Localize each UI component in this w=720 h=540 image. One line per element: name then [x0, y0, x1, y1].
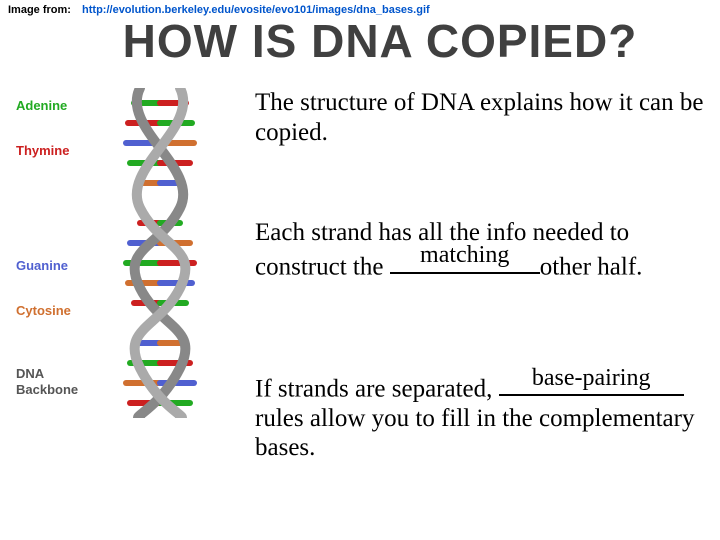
base-label-guanine: Guanine: [16, 258, 68, 273]
blank-2: base-pairing: [499, 370, 684, 396]
base-label-adenine: Adenine: [16, 98, 67, 113]
dna-diagram: Adenine Thymine Guanine Cytosine DNABackbone: [10, 88, 240, 418]
paragraph-2: Each strand has all the info needed to c…: [255, 218, 704, 281]
blank-1-fill: matching: [390, 241, 540, 269]
base-label-cytosine: Cytosine: [16, 303, 71, 318]
paragraph-1: The structure of DNA explains how it can…: [255, 88, 704, 147]
dna-helix-svg: [110, 88, 210, 418]
base-label-backbone: Backbone: [16, 382, 78, 397]
blank-1: matching: [390, 248, 540, 274]
base-label-thymine: Thymine: [16, 143, 69, 158]
page-title: HOW IS DNA COPIED?: [60, 14, 700, 68]
p3-part-a: If strands are separated,: [255, 375, 499, 402]
paragraph-3: If strands are separated, base-pairing r…: [255, 370, 704, 463]
p2-part-b: other half.: [540, 253, 643, 280]
base-label-dna: DNA: [16, 366, 44, 381]
p3-part-b: rules allow you to fill in the complemen…: [255, 405, 694, 462]
blank-2-fill: base-pairing: [499, 364, 684, 392]
